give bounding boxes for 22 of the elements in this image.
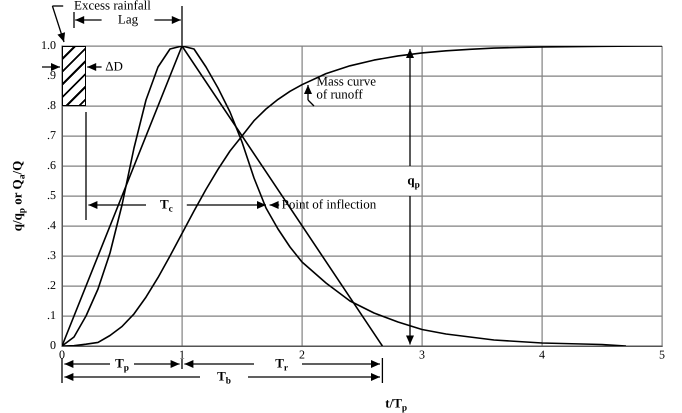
y-tick-label: .9 <box>47 68 56 82</box>
y-tick-label: 0 <box>50 338 56 352</box>
x-tick-label: 0 <box>59 347 65 362</box>
text: Lag <box>118 11 139 26</box>
y-tick-label: .3 <box>47 248 56 262</box>
y-tick-label: .6 <box>47 158 56 172</box>
y-tick-label: .2 <box>47 278 56 292</box>
x-tick-label: 5 <box>659 347 665 362</box>
y-axis-title: q/qp or Qa/Q <box>9 160 28 232</box>
y-tick-label: .5 <box>47 188 56 202</box>
y-tick-label: .7 <box>47 128 56 142</box>
y-tick-label: .4 <box>47 218 56 232</box>
y-tick-label: 1.0 <box>41 38 56 52</box>
annotation: Mass curve of runoff <box>316 73 376 102</box>
x-tick-label: 4 <box>539 347 545 362</box>
x-tick-label: 3 <box>419 347 425 362</box>
x-tick-label: 2 <box>299 347 305 362</box>
text: Excess rainfall <box>74 0 152 12</box>
annotation: ΔD <box>105 58 123 74</box>
y-tick-label: .8 <box>47 98 56 112</box>
x-tick-label: 1 <box>179 347 185 362</box>
y-tick-label: .1 <box>47 308 56 322</box>
